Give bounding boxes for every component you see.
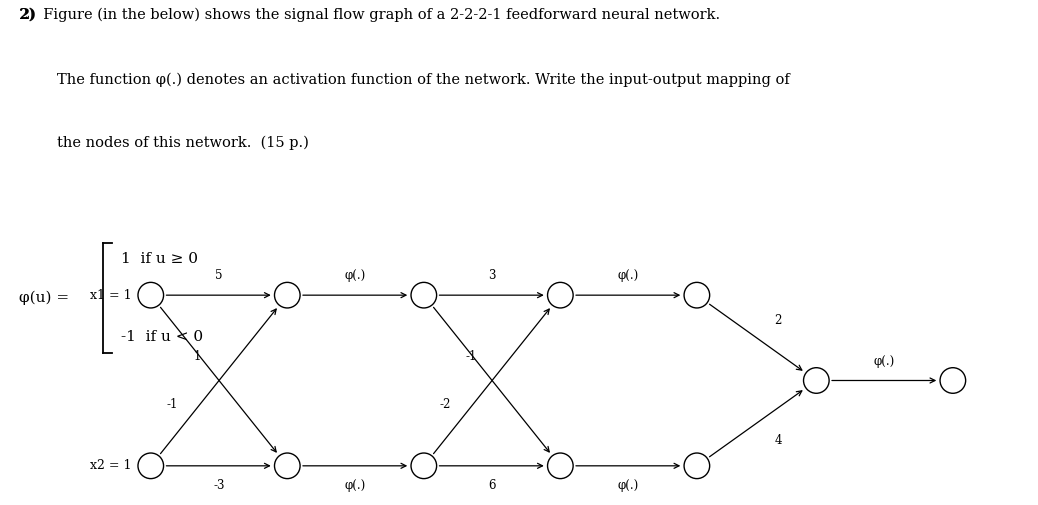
Circle shape bbox=[138, 282, 164, 308]
Text: x2 = 1: x2 = 1 bbox=[90, 460, 132, 472]
Circle shape bbox=[548, 453, 573, 479]
Text: 1: 1 bbox=[194, 350, 201, 363]
Text: φ(.): φ(.) bbox=[618, 479, 639, 492]
Text: -2: -2 bbox=[439, 398, 450, 411]
Circle shape bbox=[684, 453, 710, 479]
Text: φ(u) =: φ(u) = bbox=[19, 291, 69, 305]
Circle shape bbox=[684, 282, 710, 308]
Text: 2): 2) bbox=[19, 7, 35, 21]
Circle shape bbox=[940, 368, 965, 393]
Text: 2)  Figure (in the below) shows the signal flow graph of a 2-2-2-1 feedforward n: 2) Figure (in the below) shows the signa… bbox=[19, 7, 719, 22]
Circle shape bbox=[411, 282, 437, 308]
Text: 2: 2 bbox=[774, 314, 782, 327]
Text: 1  if u ≥ 0: 1 if u ≥ 0 bbox=[121, 251, 198, 266]
Text: φ(.): φ(.) bbox=[874, 355, 895, 368]
Text: 6: 6 bbox=[488, 479, 496, 492]
Circle shape bbox=[548, 282, 573, 308]
Text: φ(.): φ(.) bbox=[345, 479, 366, 492]
Text: -1  if u < 0: -1 if u < 0 bbox=[121, 330, 203, 344]
Text: the nodes of this network.  (15 p.): the nodes of this network. (15 p.) bbox=[57, 136, 309, 150]
Circle shape bbox=[274, 453, 300, 479]
Text: 4: 4 bbox=[774, 434, 782, 447]
Text: -3: -3 bbox=[213, 479, 225, 492]
Text: φ(.): φ(.) bbox=[618, 269, 639, 282]
Text: -1: -1 bbox=[465, 350, 476, 363]
Circle shape bbox=[411, 453, 437, 479]
Text: 3: 3 bbox=[488, 269, 496, 282]
Text: φ(.): φ(.) bbox=[345, 269, 366, 282]
Text: -1: -1 bbox=[166, 398, 177, 411]
Text: The function φ(.) denotes an activation function of the network. Write the input: The function φ(.) denotes an activation … bbox=[57, 73, 790, 87]
Text: 5: 5 bbox=[215, 269, 223, 282]
Circle shape bbox=[138, 453, 164, 479]
Circle shape bbox=[274, 282, 300, 308]
Text: x1 = 1: x1 = 1 bbox=[90, 289, 132, 301]
Circle shape bbox=[803, 368, 829, 393]
